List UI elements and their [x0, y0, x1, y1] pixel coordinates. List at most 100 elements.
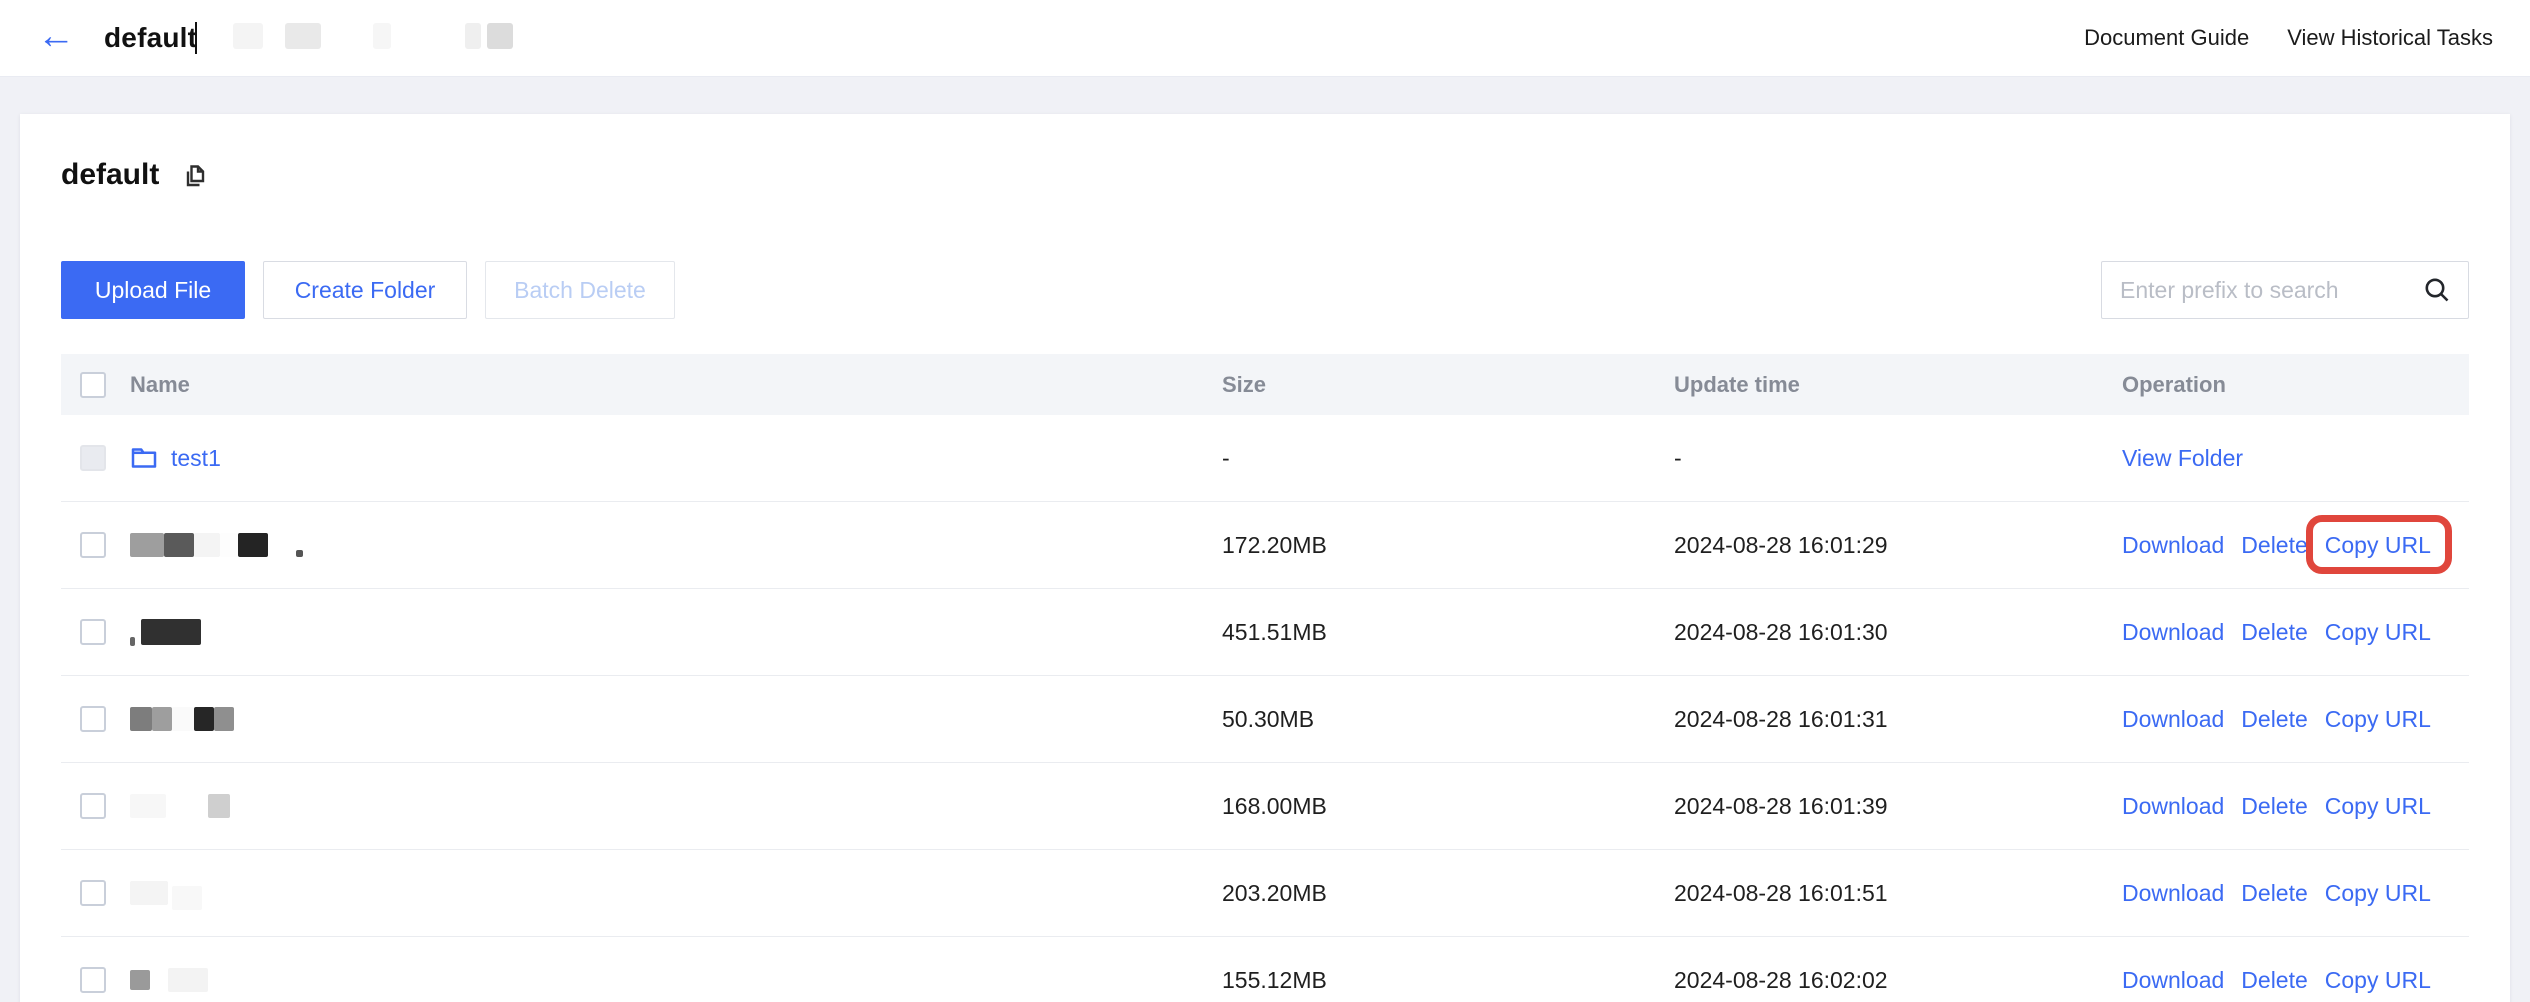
size-value: 168.00MB [1222, 792, 1327, 819]
copy-url-link[interactable]: Copy URL [2324, 705, 2431, 732]
redaction-block [130, 794, 166, 818]
checkbox-cell [61, 967, 130, 993]
row-checkbox[interactable] [80, 619, 106, 645]
folder-icon [130, 444, 158, 472]
download-link[interactable]: Download [2122, 879, 2225, 906]
select-all-checkbox[interactable] [80, 371, 106, 398]
delete-link[interactable]: Delete [2241, 705, 2308, 732]
name-cell [130, 707, 1222, 731]
name-cell [130, 619, 1222, 646]
copy-url-link[interactable]: Copy URL [2324, 618, 2431, 645]
redaction-block [296, 549, 303, 557]
size-value: 451.51MB [1222, 618, 1327, 645]
download-link[interactable]: Download [2122, 966, 2225, 993]
column-header-update-time: Update time [1674, 371, 1800, 397]
checkbox-cell [61, 619, 130, 645]
update-time-value: 2024-08-28 16:02:02 [1674, 966, 1888, 993]
row-checkbox[interactable] [80, 967, 106, 993]
name-cell [130, 968, 1222, 992]
folder-link[interactable]: test1 [171, 444, 221, 471]
delete-link[interactable]: Delete [2241, 531, 2308, 558]
size-value: 50.30MB [1222, 705, 1315, 732]
delete-link[interactable]: Delete [2241, 618, 2308, 645]
redaction-block [130, 636, 135, 646]
redaction-block [194, 707, 214, 731]
redacted-chip [465, 22, 482, 49]
update-time-value: 2024-08-28 16:01:51 [1674, 879, 1888, 906]
table-row-file: 203.20MB 2024-08-28 16:01:51 Download Delet… [61, 850, 2469, 937]
toolbar: Upload File Create Folder Batch Delete [61, 261, 2469, 319]
view-historical-tasks-link[interactable]: View Historical Tasks [2287, 25, 2493, 50]
copy-url-link[interactable]: Copy URL [2324, 792, 2431, 819]
content-card: default Upload File Create Folder Batch … [20, 114, 2510, 1002]
batch-delete-button[interactable]: Batch Delete [485, 261, 675, 319]
back-arrow-icon[interactable]: ← [37, 15, 75, 57]
row-checkbox[interactable] [80, 706, 106, 732]
copy-url-link[interactable]: Copy URL [2305, 514, 2452, 574]
copy-url-link[interactable]: Copy URL [2324, 966, 2431, 993]
table-row-folder: test1 - - View Folder [61, 415, 2469, 502]
size-value: - [1222, 444, 1230, 471]
update-time-value: - [1674, 444, 1682, 471]
redacted-file-name [130, 876, 202, 910]
view-folder-link[interactable]: View Folder [2122, 444, 2244, 471]
row-checkbox[interactable] [80, 880, 106, 906]
copy-icon[interactable] [181, 162, 208, 189]
row-checkbox[interactable] [80, 793, 106, 819]
name-cell [130, 876, 1222, 910]
redaction-block [130, 970, 150, 990]
redaction-block [172, 707, 194, 731]
redaction-block [141, 619, 201, 645]
table-row-file: 168.00MB 2024-08-28 16:01:39 Download Delet… [61, 763, 2469, 850]
table-row-file: 451.51MB 2024-08-28 16:01:30 Download Delet… [61, 589, 2469, 676]
download-link[interactable]: Download [2122, 705, 2225, 732]
size-value: 172.20MB [1222, 531, 1327, 558]
checkbox-cell [61, 793, 130, 819]
redacted-file-name [130, 619, 201, 646]
column-header-size: Size [1222, 371, 1267, 397]
top-header: ← default Document Guide View Historical… [0, 0, 2530, 77]
table-row-file: 155.12MB 2024-08-28 16:02:02 Download Delet… [61, 937, 2469, 1002]
delete-link[interactable]: Delete [2241, 879, 2308, 906]
redaction-block [220, 533, 238, 557]
copy-url-highlight-annotation [2305, 514, 2452, 574]
size-value: 203.20MB [1222, 879, 1327, 906]
search-input[interactable] [2120, 276, 2414, 304]
redacted-file-name [130, 707, 234, 731]
text-cursor [195, 22, 198, 54]
table-row-file: 50.30MB 2024-08-28 16:01:31 Download Delete… [61, 676, 2469, 763]
bucket-title: default [61, 158, 160, 191]
update-time-value: 2024-08-28 16:01:39 [1674, 792, 1888, 819]
copy-url-link[interactable]: Copy URL [2324, 879, 2431, 906]
upload-file-button[interactable]: Upload File [61, 261, 245, 319]
redaction-block [130, 533, 164, 557]
redacted-chip [487, 22, 514, 49]
redaction-block [238, 533, 268, 557]
download-link[interactable]: Download [2122, 792, 2225, 819]
size-value: 155.12MB [1222, 966, 1327, 993]
redaction-block [164, 533, 194, 557]
column-header-operation: Operation [2122, 371, 2226, 397]
redacted-file-name [130, 968, 208, 992]
create-folder-button[interactable]: Create Folder [263, 261, 467, 319]
row-checkbox[interactable] [80, 445, 106, 471]
table-header-row: Name Size Update time Operation [61, 354, 2469, 415]
update-time-value: 2024-08-28 16:01:30 [1674, 618, 1888, 645]
checkbox-cell [61, 532, 130, 558]
operation-cell: Download Delete Copy URL [2122, 880, 2469, 907]
redacted-file-name [130, 533, 303, 557]
download-link[interactable]: Download [2122, 531, 2225, 558]
header-bucket-title: default [104, 22, 198, 53]
operation-cell: Download Delete Copy URL [2122, 793, 2469, 820]
document-guide-link[interactable]: Document Guide [2084, 25, 2250, 50]
delete-link[interactable]: Delete [2241, 966, 2308, 993]
redacted-header-items [197, 22, 514, 54]
redaction-block [208, 794, 230, 818]
checkbox-cell [61, 880, 130, 906]
delete-link[interactable]: Delete [2241, 792, 2308, 819]
magnifier-icon[interactable] [2422, 275, 2452, 305]
download-link[interactable]: Download [2122, 618, 2225, 645]
row-checkbox[interactable] [80, 532, 106, 558]
name-cell: test1 [130, 444, 1222, 472]
name-cell [130, 794, 1222, 818]
